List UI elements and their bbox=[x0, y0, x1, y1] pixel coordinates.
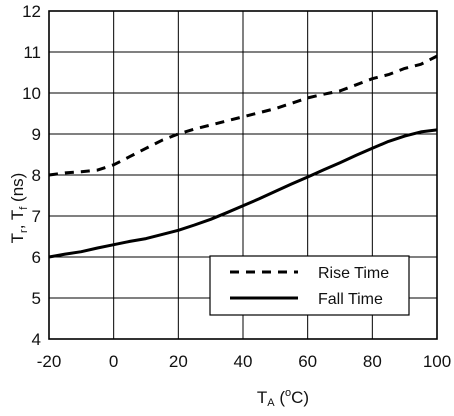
legend-rise-label: Rise Time bbox=[318, 265, 389, 282]
x-tick-label: 0 bbox=[109, 352, 118, 371]
x-tick-label: 40 bbox=[234, 352, 253, 371]
y-tick-label: 12 bbox=[22, 2, 41, 21]
x-tick-label: 80 bbox=[363, 352, 382, 371]
x-tick-label: 100 bbox=[423, 352, 451, 371]
legend-box bbox=[209, 255, 410, 316]
plot-frame bbox=[48, 10, 438, 340]
legend-fall-label: Fall Time bbox=[318, 291, 383, 308]
series-lines bbox=[48, 54, 438, 259]
y-tick-labels: 4 5 6 7 8 9 10 11 12 bbox=[22, 2, 41, 349]
y-tick-label: 5 bbox=[32, 289, 41, 308]
y-tick-label: 9 bbox=[32, 125, 41, 144]
x-tick-label: 20 bbox=[169, 352, 188, 371]
y-tick-label: 11 bbox=[23, 43, 41, 62]
rise-time-line bbox=[48, 54, 438, 177]
grid bbox=[48, 10, 438, 340]
x-tick-label: 60 bbox=[298, 352, 317, 371]
y-tick-label: 10 bbox=[22, 84, 41, 103]
y-tick-label: 6 bbox=[32, 248, 41, 267]
y-tick-label: 7 bbox=[32, 207, 41, 226]
x-axis-label: TA (oC) bbox=[257, 387, 309, 409]
y-tick-label: 4 bbox=[32, 330, 41, 349]
fall-time-line bbox=[48, 128, 438, 259]
y-axis-label: Tr, Tf (ns) bbox=[8, 173, 30, 244]
y-tick-label: 8 bbox=[32, 166, 41, 185]
legend: Rise Time Fall Time bbox=[209, 255, 410, 316]
x-tick-label: -20 bbox=[37, 352, 62, 371]
x-tick-labels: -20 0 20 40 60 80 100 bbox=[37, 352, 451, 371]
